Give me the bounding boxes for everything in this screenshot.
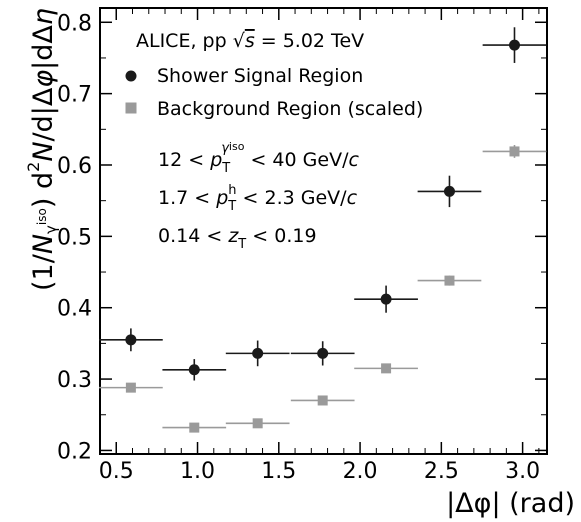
cut-hadron-pt: 1.7 < pTh < 2.3 GeV/c [158, 183, 358, 214]
data-point [317, 347, 329, 359]
series-signal [99, 27, 547, 381]
x-tick-label: 3.0 [505, 459, 540, 484]
data-point [188, 364, 200, 376]
data-point [380, 293, 392, 305]
y-tick-label: 0.8 [57, 11, 92, 36]
series-layer [99, 27, 547, 433]
y-axis-ticks: 0.2 0.3 0.4 0.5 0.6 0.7 0.8 [57, 11, 547, 464]
cut-photon-pt: 12 < pTγiso < 40 GeV/c [158, 140, 359, 176]
y-tick-label: 0.3 [57, 368, 92, 393]
y-axis-title: (1/Nγiso) d2N/d|Δφ|dΔη [24, 8, 60, 291]
x-tick-label: 2.0 [343, 459, 378, 484]
legend: Shower Signal Region Background Region (… [125, 65, 423, 120]
legend-label-background: Background Region (scaled) [157, 98, 423, 120]
data-point [509, 146, 520, 157]
x-tick-label: 0.5 [99, 459, 134, 484]
data-point [125, 334, 137, 346]
x-tick-label: 1.5 [261, 459, 296, 484]
x-axis-ticks: 0.5 1.0 1.5 2.0 2.5 3.0 [99, 8, 540, 484]
x-tick-label: 1.0 [180, 459, 215, 484]
data-point [444, 275, 455, 286]
data-point [443, 185, 455, 197]
series-background [99, 145, 547, 433]
plot-frame [99, 7, 548, 455]
y-tick-label: 0.5 [57, 225, 92, 250]
data-point [508, 39, 520, 51]
y-tick-label: 0.7 [57, 83, 92, 108]
data-point [317, 395, 328, 406]
cut-zt: 0.14 < zT < 0.19 [158, 225, 317, 252]
svg-text:(1/Nγiso) d2N/d|Δφ|dΔη: (1/Nγiso) d2N/d|Δφ|dΔη [24, 8, 60, 291]
data-point [252, 347, 264, 359]
y-tick-label: 0.4 [57, 297, 92, 322]
x-axis-title: |Δφ| (rad) [446, 488, 575, 519]
y-tick-label: 0.6 [57, 154, 92, 179]
x-tick-label: 2.5 [424, 459, 459, 484]
collaboration-label: ALICE, pp √s = 5.02 TeV [136, 30, 364, 52]
legend-marker-signal [125, 70, 137, 82]
legend-label-signal: Shower Signal Region [157, 65, 363, 87]
data-point [381, 363, 392, 374]
y-tick-label: 0.2 [57, 439, 92, 464]
data-point [189, 422, 200, 433]
legend-marker-background [125, 102, 137, 114]
data-point [252, 418, 263, 429]
data-point [125, 382, 136, 393]
